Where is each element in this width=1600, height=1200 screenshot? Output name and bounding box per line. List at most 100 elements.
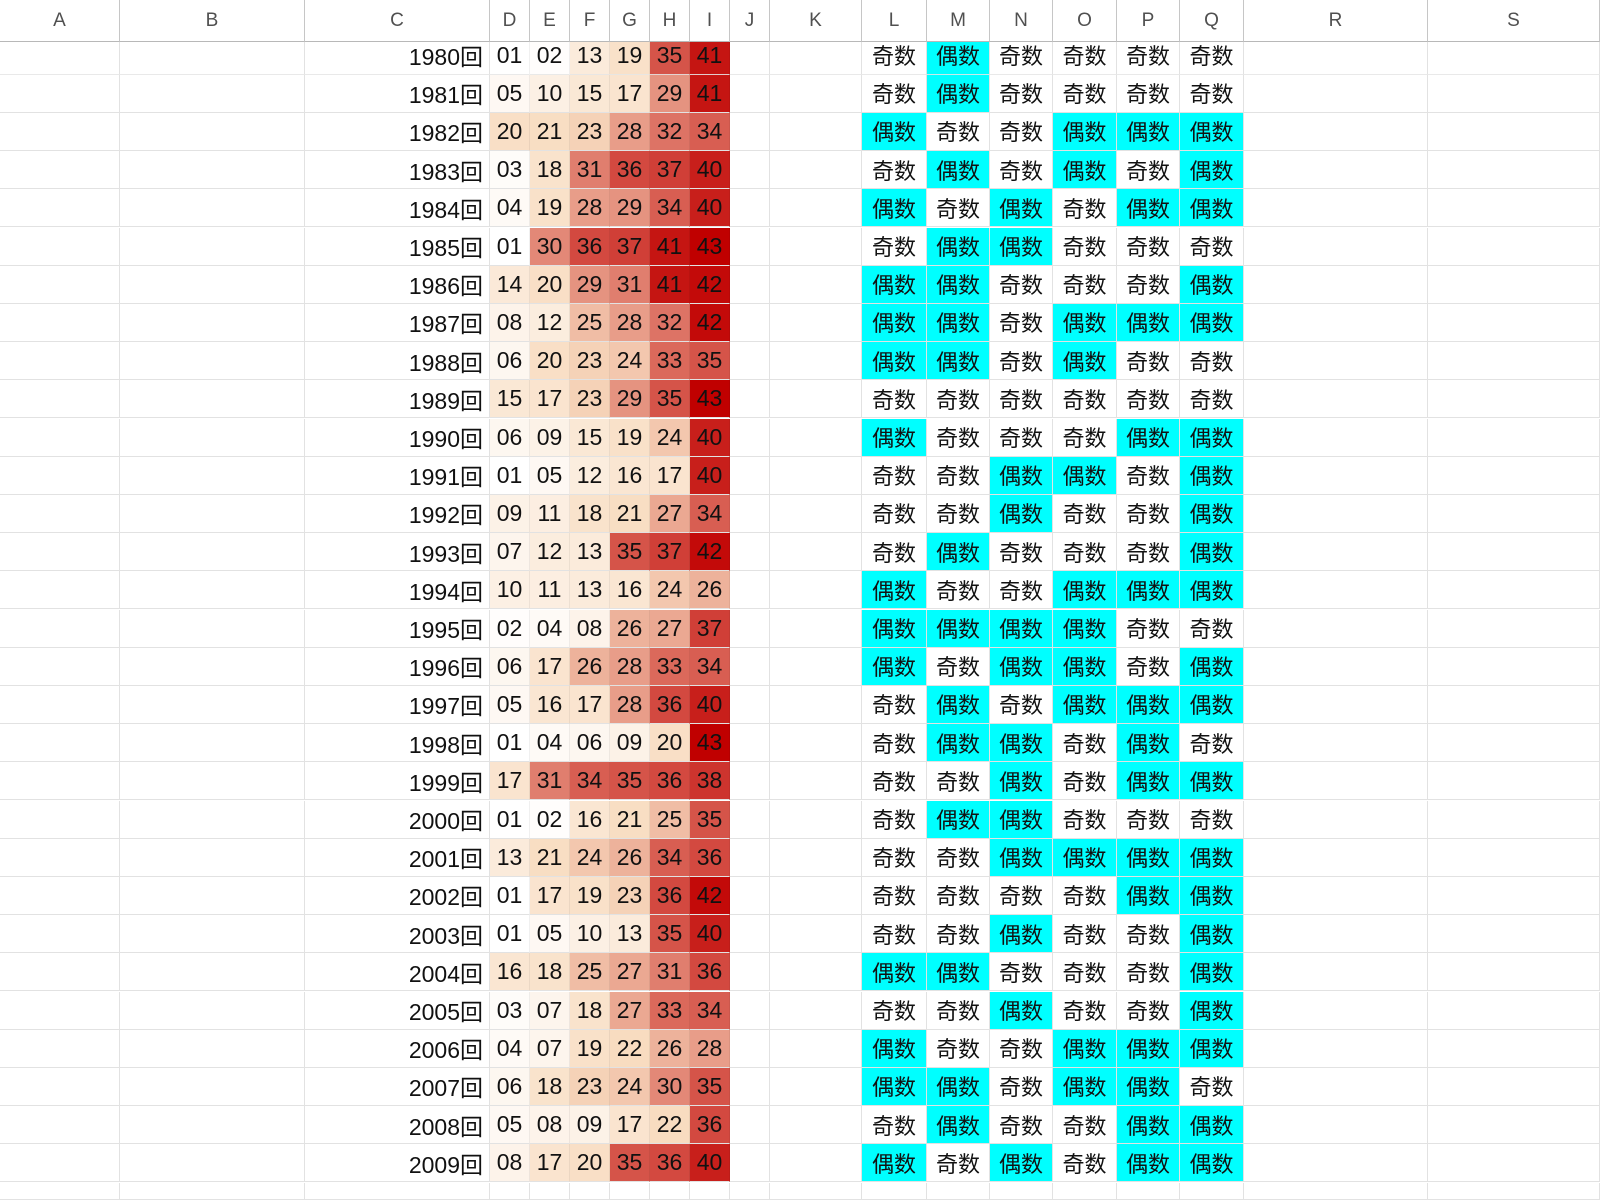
number-cell[interactable]: 23 bbox=[570, 342, 610, 381]
parity-cell[interactable]: 偶数 bbox=[862, 265, 927, 304]
number-cell[interactable]: 31 bbox=[530, 762, 570, 801]
parity-cell[interactable]: 偶数 bbox=[1053, 685, 1117, 725]
parity-cell[interactable]: 偶数 bbox=[1117, 112, 1180, 152]
cell-b[interactable] bbox=[120, 876, 305, 916]
number-cell[interactable]: 24 bbox=[650, 418, 690, 457]
cell-j[interactable] bbox=[730, 456, 770, 495]
cell-r[interactable] bbox=[1244, 762, 1428, 801]
cell-b[interactable] bbox=[120, 151, 305, 190]
parity-cell[interactable]: 奇数 bbox=[990, 685, 1053, 725]
cell-k[interactable] bbox=[770, 571, 862, 610]
parity-cell[interactable]: 奇数 bbox=[1117, 533, 1180, 572]
empty-cell[interactable] bbox=[990, 1182, 1053, 1200]
cell-k[interactable] bbox=[770, 494, 862, 534]
cell-s[interactable] bbox=[1428, 112, 1600, 152]
number-cell[interactable]: 35 bbox=[610, 1144, 650, 1183]
number-cell[interactable]: 38 bbox=[690, 762, 730, 801]
parity-cell[interactable]: 偶数 bbox=[990, 991, 1053, 1030]
parity-cell[interactable]: 奇数 bbox=[1117, 265, 1180, 304]
number-cell[interactable]: 35 bbox=[650, 915, 690, 954]
cell-a[interactable] bbox=[0, 800, 120, 839]
cell-b[interactable] bbox=[120, 647, 305, 686]
parity-cell[interactable]: 奇数 bbox=[1053, 42, 1117, 75]
number-cell[interactable]: 35 bbox=[690, 800, 730, 839]
parity-cell[interactable]: 偶数 bbox=[1180, 762, 1244, 801]
number-cell[interactable]: 03 bbox=[490, 991, 530, 1030]
number-cell[interactable]: 41 bbox=[650, 227, 690, 266]
cell-r[interactable] bbox=[1244, 112, 1428, 152]
parity-cell[interactable]: 奇数 bbox=[862, 456, 927, 495]
parity-cell[interactable]: 奇数 bbox=[1117, 74, 1180, 113]
cell-j[interactable] bbox=[730, 953, 770, 992]
parity-cell[interactable]: 偶数 bbox=[1180, 189, 1244, 228]
cell-k[interactable] bbox=[770, 380, 862, 419]
column-header-g[interactable]: G bbox=[610, 0, 650, 42]
number-cell[interactable]: 16 bbox=[490, 953, 530, 992]
cell-s[interactable] bbox=[1428, 1029, 1600, 1068]
cell-j[interactable] bbox=[730, 494, 770, 534]
cell-j[interactable] bbox=[730, 724, 770, 763]
cell-j[interactable] bbox=[730, 609, 770, 648]
cell-s[interactable] bbox=[1428, 189, 1600, 228]
cell-b[interactable] bbox=[120, 762, 305, 801]
cell-j[interactable] bbox=[730, 74, 770, 113]
round-label[interactable]: 1984回 bbox=[305, 189, 490, 228]
number-cell[interactable]: 34 bbox=[690, 647, 730, 686]
number-cell[interactable]: 34 bbox=[650, 838, 690, 877]
cell-k[interactable] bbox=[770, 609, 862, 648]
parity-cell[interactable]: 奇数 bbox=[990, 42, 1053, 75]
number-cell[interactable]: 34 bbox=[690, 112, 730, 152]
number-cell[interactable]: 20 bbox=[570, 1144, 610, 1183]
parity-cell[interactable]: 奇数 bbox=[1117, 647, 1180, 686]
cell-j[interactable] bbox=[730, 800, 770, 839]
number-cell[interactable]: 37 bbox=[650, 151, 690, 190]
cell-a[interactable] bbox=[0, 647, 120, 686]
parity-cell[interactable]: 奇数 bbox=[1053, 762, 1117, 801]
number-cell[interactable]: 02 bbox=[530, 42, 570, 75]
cell-a[interactable] bbox=[0, 189, 120, 228]
cell-b[interactable] bbox=[120, 915, 305, 954]
parity-cell[interactable]: 偶数 bbox=[927, 265, 990, 304]
number-cell[interactable]: 19 bbox=[610, 418, 650, 457]
number-cell[interactable]: 21 bbox=[530, 838, 570, 877]
column-header-o[interactable]: O bbox=[1053, 0, 1117, 42]
cell-a[interactable] bbox=[0, 227, 120, 266]
number-cell[interactable]: 09 bbox=[490, 494, 530, 534]
cell-r[interactable] bbox=[1244, 189, 1428, 228]
round-label[interactable]: 1990回 bbox=[305, 418, 490, 457]
cell-b[interactable] bbox=[120, 494, 305, 534]
number-cell[interactable]: 09 bbox=[530, 418, 570, 457]
parity-cell[interactable]: 偶数 bbox=[1053, 112, 1117, 152]
parity-cell[interactable]: 偶数 bbox=[1117, 685, 1180, 725]
number-cell[interactable]: 04 bbox=[490, 189, 530, 228]
number-cell[interactable]: 07 bbox=[530, 1029, 570, 1068]
cell-b[interactable] bbox=[120, 533, 305, 572]
parity-cell[interactable]: 奇数 bbox=[862, 380, 927, 419]
cell-k[interactable] bbox=[770, 762, 862, 801]
parity-cell[interactable]: 偶数 bbox=[990, 609, 1053, 648]
cell-j[interactable] bbox=[730, 991, 770, 1030]
parity-cell[interactable]: 偶数 bbox=[1180, 151, 1244, 190]
parity-cell[interactable]: 奇数 bbox=[927, 380, 990, 419]
number-cell[interactable]: 15 bbox=[490, 380, 530, 419]
cell-s[interactable] bbox=[1428, 762, 1600, 801]
parity-cell[interactable]: 偶数 bbox=[1117, 838, 1180, 877]
cell-a[interactable] bbox=[0, 74, 120, 113]
parity-cell[interactable]: 奇数 bbox=[927, 1144, 990, 1183]
empty-cell[interactable] bbox=[120, 1182, 305, 1200]
number-cell[interactable]: 34 bbox=[650, 189, 690, 228]
empty-cell[interactable] bbox=[530, 1182, 570, 1200]
parity-cell[interactable]: 偶数 bbox=[862, 609, 927, 648]
cell-s[interactable] bbox=[1428, 227, 1600, 266]
number-cell[interactable]: 19 bbox=[530, 189, 570, 228]
column-header-i[interactable]: I bbox=[690, 0, 730, 42]
cell-j[interactable] bbox=[730, 42, 770, 75]
number-cell[interactable]: 30 bbox=[650, 1067, 690, 1107]
number-cell[interactable]: 28 bbox=[610, 685, 650, 725]
number-cell[interactable]: 04 bbox=[530, 724, 570, 763]
cell-s[interactable] bbox=[1428, 342, 1600, 381]
parity-cell[interactable]: 奇数 bbox=[1053, 876, 1117, 916]
parity-cell[interactable]: 奇数 bbox=[1117, 915, 1180, 954]
parity-cell[interactable]: 偶数 bbox=[862, 342, 927, 381]
parity-cell[interactable]: 偶数 bbox=[1053, 303, 1117, 343]
